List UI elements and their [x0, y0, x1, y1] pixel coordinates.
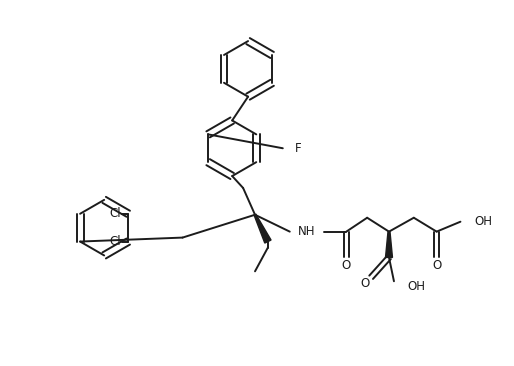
Text: OH: OH [474, 215, 492, 228]
Polygon shape [254, 214, 271, 243]
Text: OH: OH [408, 280, 426, 293]
Text: Cl: Cl [109, 235, 121, 248]
Text: F: F [295, 142, 301, 155]
Text: NH: NH [298, 225, 316, 238]
Text: O: O [342, 259, 351, 272]
Polygon shape [386, 232, 393, 257]
Text: O: O [432, 259, 441, 272]
Text: Cl: Cl [109, 207, 121, 220]
Text: O: O [360, 277, 370, 290]
